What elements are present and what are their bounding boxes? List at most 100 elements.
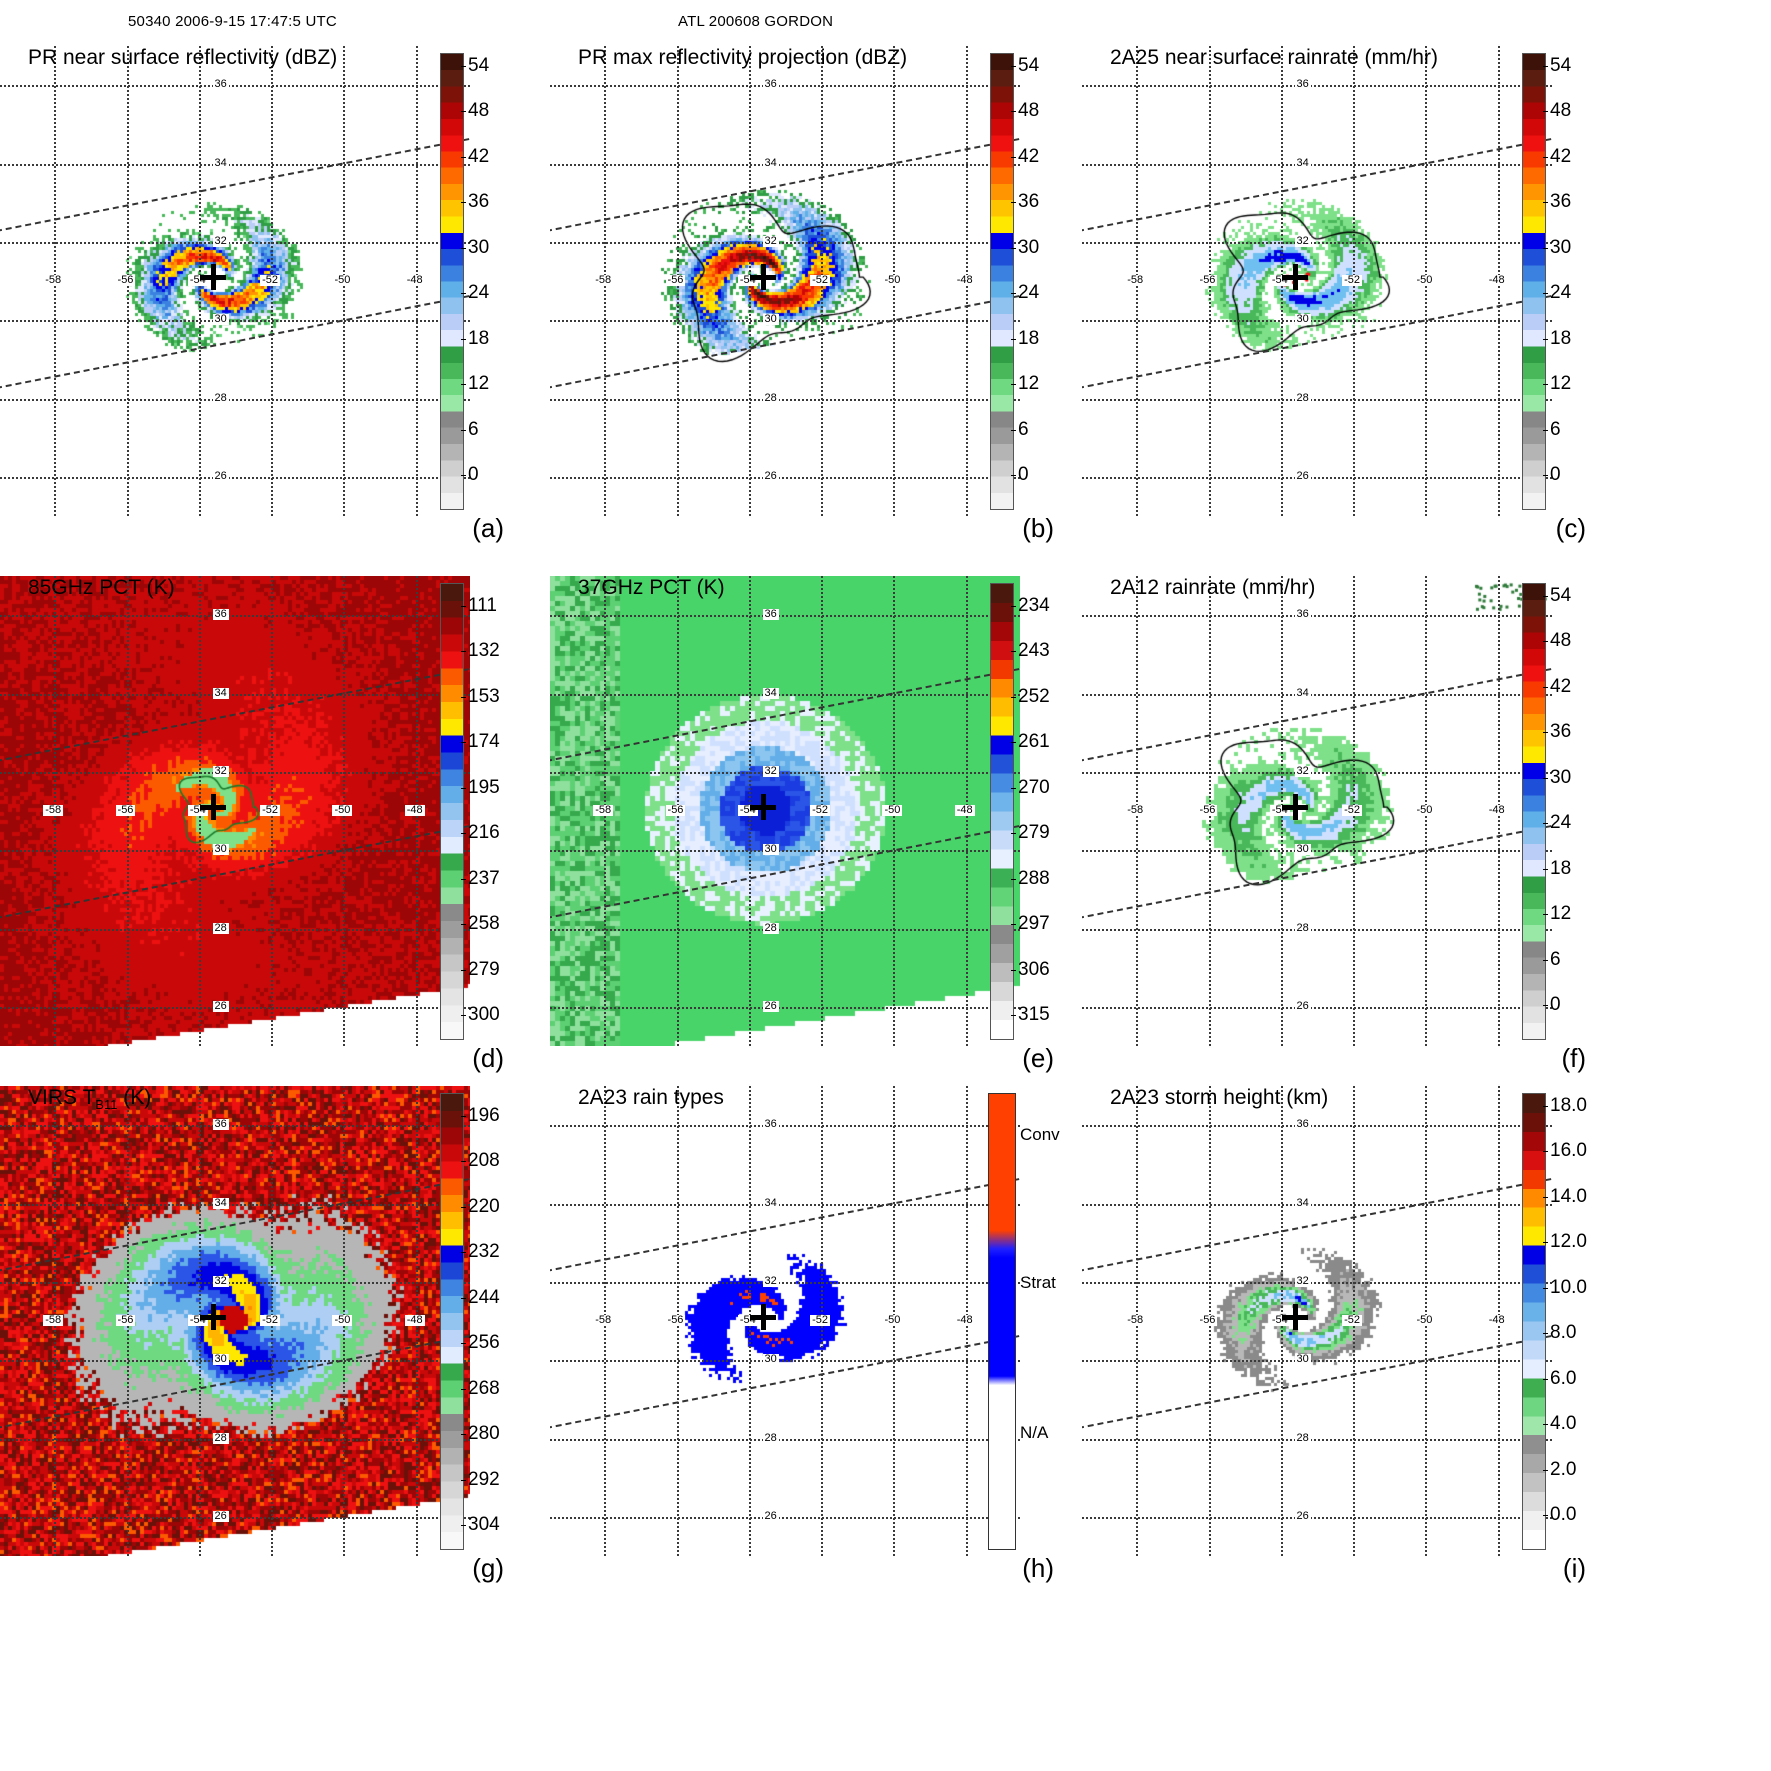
colorbar-category-label: N/A (1020, 1423, 1049, 1442)
panel-letter-label: (a) (472, 513, 504, 543)
axis-tick-longitude: -58 (1125, 1314, 1146, 1326)
axis-tick-longitude: -58 (593, 1314, 614, 1326)
plot-area[interactable]: -58 -56 -54 -52 -50 -48 36 34 32 30 28 26 (550, 576, 1020, 1046)
panel-letter-label: (i) (1562, 1553, 1586, 1583)
colorbar-tick: 48 (1010, 100, 1040, 122)
plot-area[interactable]: -58 -56 -54 -52 -50 -48 36 34 32 30 28 26 (0, 1086, 470, 1556)
colorbar-tick: 315 (1011, 1004, 1050, 1026)
axis-tick-latitude: 28 (1294, 921, 1311, 934)
colorbar-tick: 0 (1543, 464, 1561, 486)
axis-tick-latitude: 34 (212, 156, 229, 169)
colorbar-tick: 48 (1542, 630, 1572, 652)
axis-tick-latitude: 30 (762, 1353, 779, 1366)
colorbar-tick: 0 (1543, 994, 1561, 1016)
colorbar-tick: 258 (461, 913, 500, 935)
colorbar-tick: 54 (1010, 54, 1040, 76)
panel-g: -58 -56 -54 -52 -50 -48 36 34 32 30 28 26 VIRS TB11 … (0, 1058, 560, 1598)
colorbar-tick: 0 (1011, 464, 1029, 486)
axis-tick-longitude: -50 (1414, 804, 1435, 816)
axis-tick-longitude: -50 (1414, 274, 1435, 286)
colorbar-tick: 6 (461, 418, 479, 440)
panel-c: -58 -56 -54 -52 -50 -48 36 34 32 30 28 26 2A25 near … (1082, 18, 1642, 558)
axis-tick-latitude: 34 (212, 686, 229, 699)
storm-center-marker (200, 794, 227, 821)
axis-tick-longitude: -54 (737, 274, 758, 286)
colorbar-tick: 36 (1010, 191, 1040, 213)
colorbar-tick: 14.0 (1543, 1185, 1587, 1207)
plot-area[interactable]: -58 -56 -54 -52 -50 -48 36 34 32 30 28 26 (0, 576, 470, 1046)
axis-tick-longitude: -48 (404, 1314, 425, 1326)
axis-tick-latitude: 36 (212, 608, 229, 621)
colorbar-rain-types (988, 1093, 1016, 1550)
colorbar-tick: 279 (1011, 822, 1050, 844)
colorbar-tick: 18 (1542, 857, 1572, 879)
colorbar-tick-labels: 196 208 220 232 244 256 268 280 292 304 (461, 1093, 542, 1548)
colorbar-tick-labels: 54 48 42 36 30 24 18 12 6 0 (1010, 53, 1092, 508)
plot-area[interactable]: -58 -56 -54 -52 -50 -48 36 34 32 30 28 26 (1082, 46, 1552, 516)
colorbar-tick: 174 (461, 731, 500, 753)
storm-center-marker (200, 264, 227, 291)
colorbar-tick: 300 (461, 1004, 500, 1026)
axis-tick-longitude: -58 (1125, 274, 1146, 286)
axis-tick-latitude: 28 (212, 921, 229, 934)
colorbar-tick: 12 (1010, 373, 1040, 395)
colorbar-tick: 42 (1542, 145, 1572, 167)
axis-tick-latitude: 32 (762, 764, 779, 777)
axis-tick-longitude: -48 (1486, 804, 1507, 816)
panel-b: -58 -56 -54 -52 -50 -48 36 34 32 30 28 26 PR max ref… (550, 18, 1110, 558)
axis-tick-latitude: 30 (1294, 843, 1311, 856)
colorbar-tick: 18 (460, 327, 490, 349)
axis-tick-longitude: -52 (810, 1314, 831, 1326)
axis-tick-longitude: -54 (1269, 274, 1290, 286)
plot-area[interactable]: -58 -56 -54 -52 -50 -48 36 34 32 30 28 26 (1082, 576, 1552, 1046)
axis-tick-latitude: 36 (1294, 1118, 1311, 1131)
axis-tick-longitude: -54 (737, 1314, 758, 1326)
axis-tick-longitude: -52 (1342, 1314, 1363, 1326)
axis-tick-longitude: -52 (1342, 804, 1363, 816)
colorbar-tick: 244 (461, 1286, 500, 1308)
axis-tick-latitude: 26 (212, 469, 229, 482)
colorbar-tick: 292 (461, 1468, 500, 1490)
colorbar (1522, 1093, 1546, 1550)
axis-tick-longitude: -50 (882, 274, 903, 286)
colorbar (990, 53, 1014, 510)
colorbar (440, 1093, 464, 1550)
colorbar-tick: 24 (1542, 282, 1572, 304)
plot-area[interactable]: -58 -56 -54 -52 -50 -48 36 34 32 30 28 26 (0, 46, 470, 516)
colorbar-tick: 6.0 (1542, 1367, 1577, 1389)
axis-tick-latitude: 34 (1294, 686, 1311, 699)
axis-tick-latitude: 26 (1294, 999, 1311, 1012)
colorbar-tick: 24 (460, 282, 490, 304)
colorbar-tick: 18 (1542, 327, 1572, 349)
axis-tick-latitude: 28 (1294, 1431, 1311, 1444)
axis-tick-latitude: 32 (1294, 1274, 1311, 1287)
axis-tick-latitude: 34 (1294, 156, 1311, 169)
colorbar-tick: 30 (1542, 766, 1572, 788)
colorbar-tick: 6 (1543, 418, 1561, 440)
axis-tick-latitude: 26 (1294, 1509, 1311, 1522)
colorbar-category-label: Strat (1020, 1273, 1056, 1292)
plot-area[interactable]: -58 -56 -54 -52 -50 -48 36 34 32 30 28 26 (550, 46, 1020, 516)
axis-tick-latitude: 32 (762, 234, 779, 247)
colorbar-tick: 2.0 (1542, 1458, 1577, 1480)
axis-tick-longitude: -58 (43, 274, 64, 286)
colorbar-tick: 36 (1542, 721, 1572, 743)
axis-tick-longitude: -52 (260, 274, 281, 286)
colorbar-tick: 12 (1542, 373, 1572, 395)
plot-area[interactable]: -58 -56 -54 -52 -50 -48 36 34 32 30 28 26 (550, 1086, 1020, 1556)
colorbar-tick: 54 (1542, 584, 1572, 606)
plot-area[interactable]: -58 -56 -54 -52 -50 -48 36 34 32 30 28 26 (1082, 1086, 1552, 1556)
axis-tick-latitude: 32 (1294, 234, 1311, 247)
axis-tick-longitude: -48 (1486, 274, 1507, 286)
axis-tick-longitude: -48 (954, 274, 975, 286)
colorbar-tick: 216 (461, 822, 500, 844)
colorbar-tick: 256 (461, 1332, 500, 1354)
axis-tick-longitude: -52 (260, 1314, 281, 1326)
colorbar (1522, 583, 1546, 1040)
panel-letter-label: (g) (472, 1553, 504, 1583)
axis-tick-latitude: 34 (762, 156, 779, 169)
colorbar-tick: 54 (460, 54, 490, 76)
axis-tick-latitude: 32 (212, 234, 229, 247)
colorbar-tick-labels: 234 243 252 261 270 279 288 297 306 315 (1011, 583, 1092, 1038)
data-layer-canvas (1082, 46, 1552, 516)
